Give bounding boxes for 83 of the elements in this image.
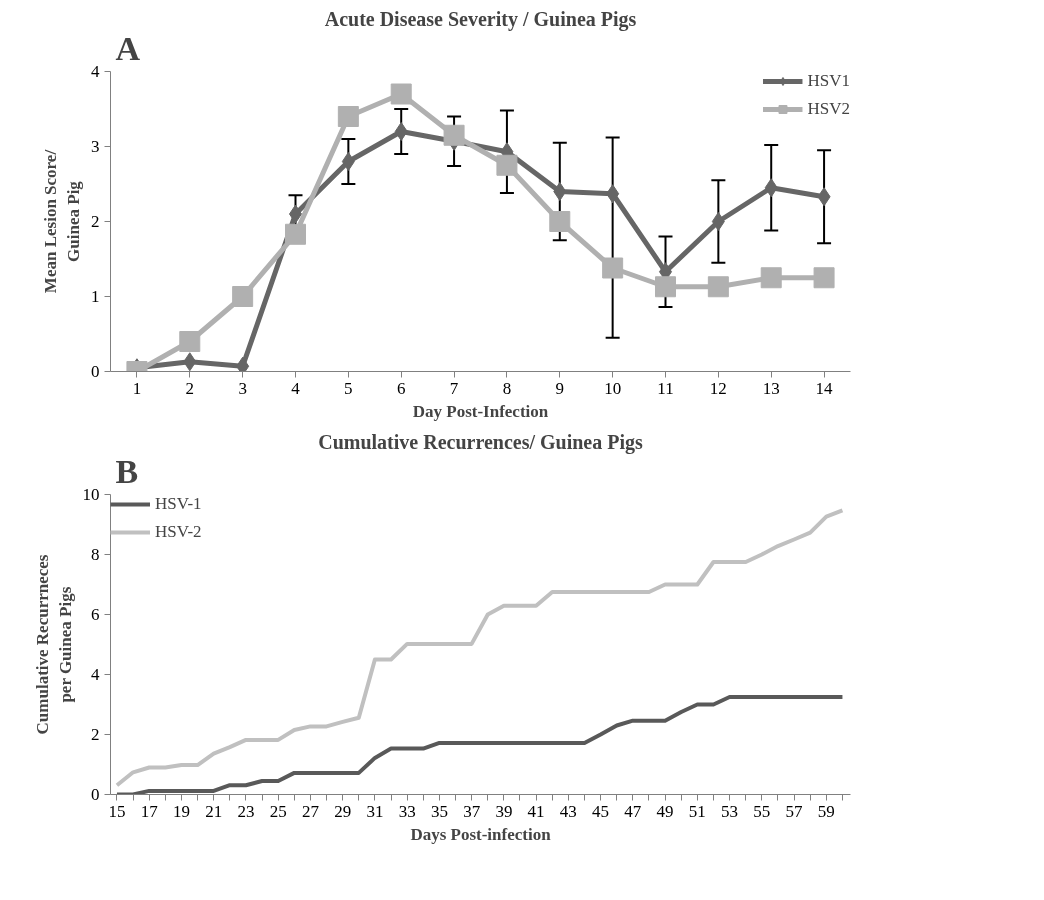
x-tick-label: 13 [762,378,780,398]
point [711,212,725,231]
x-tick-label: 41 [527,801,545,821]
x-tick-label: 8 [502,378,512,398]
point [285,223,306,245]
x-tick-label: 23 [237,801,255,821]
point [553,182,567,201]
x-tick-label: 39 [495,801,513,821]
point [549,211,571,232]
point [760,267,782,289]
x-tick-label: 35 [430,801,448,821]
y-tick-label: 4 [91,62,100,81]
x-tick-label: 12 [709,378,727,398]
y-tick-label: 0 [91,785,100,804]
x-tick-label: 45 [592,801,610,821]
line-series [114,695,845,795]
y-tick-label: 2 [91,212,100,231]
point [337,106,359,127]
point [602,257,624,279]
x-tick-label: 9 [555,378,565,398]
point [817,187,831,207]
x-tick-label: 49 [656,801,674,821]
x-tick-label: 1 [132,378,142,398]
x-tick-label: 17 [140,801,159,821]
x-tick-label: 29 [334,801,352,821]
x-tick-label: 4 [291,378,301,398]
point [394,122,408,141]
point [764,178,778,198]
point [655,276,676,298]
point [341,152,355,171]
y-tick-label: 10 [82,485,100,504]
x-tick-label: 3 [238,378,247,398]
x-tick-label: 27 [301,801,320,821]
x-tick-label: 2 [185,378,195,398]
chart-title: Acute Disease Severity / Guinea Pigs [324,7,637,31]
x-tick-label: 6 [396,378,406,398]
x-tick-label: 15 [108,801,126,821]
x-tick-label: 51 [688,801,706,821]
point [606,184,620,204]
y-tick-label: 1 [91,287,100,306]
y-tick-label: 6 [91,605,100,624]
legend-label: HSV1 [807,71,850,91]
point [390,83,412,105]
x-tick-label: 7 [449,378,459,398]
point [496,154,518,176]
point [813,267,835,289]
x-tick-label: 31 [366,801,384,821]
point [232,286,254,307]
x-tick-label: 5 [344,378,353,398]
y-tick-label: 3 [91,137,100,156]
legend-label: HSV-1 [155,494,202,514]
x-tick-label: 53 [721,801,739,821]
x-axis-title: Days Post-infection [410,824,552,844]
x-tick-label: 59 [817,801,835,821]
y-tick-label: 4 [91,665,100,684]
text: A [115,29,141,67]
x-tick-label: 47 [624,801,642,821]
x-tick-label: 21 [205,801,223,821]
x-tick-label: 14 [815,378,834,398]
text: B [115,452,139,490]
legend-label: HSV2 [807,99,850,119]
x-tick-label: 10 [604,378,622,398]
point [707,276,729,298]
x-tick-label: 25 [269,801,287,821]
y-tick-label: 8 [91,545,100,564]
x-axis-title: Day Post-Infection [412,401,549,421]
y-axis-title: Cumulative Recurrneces per Guinea Pigs [32,554,75,735]
x-tick-label: 55 [753,801,771,821]
y-axis-title: Mean Lesion Score/ Guinea Pig [41,149,83,294]
point [443,124,465,146]
x-tick-label: 37 [463,801,481,821]
x-tick-label: 19 [172,801,190,821]
y-tick-label: 2 [91,725,100,744]
x-tick-label: 33 [398,801,416,821]
line-series [114,508,845,788]
point [179,331,201,352]
point [183,352,197,372]
x-tick-label: 57 [785,801,804,821]
chart-title: Cumulative Recurrences/ Guinea Pigs [318,430,644,454]
y-tick-label: 0 [91,362,100,381]
x-tick-label: 11 [657,378,674,398]
legend-label: HSV-2 [155,522,202,542]
x-tick-label: 43 [559,801,577,821]
